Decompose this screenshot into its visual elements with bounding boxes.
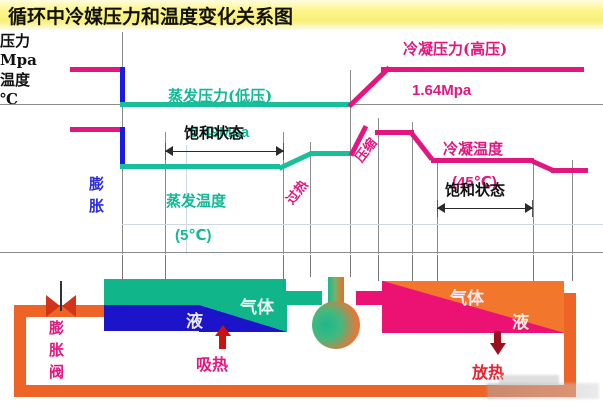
label-condensation-pressure-value: 1.64Mpa bbox=[412, 82, 472, 99]
absorb-heat-arrow-stem bbox=[219, 335, 226, 349]
gridline-v-2b bbox=[186, 145, 187, 254]
bracket-saturated-left bbox=[165, 143, 284, 161]
tick-line-2 bbox=[165, 255, 166, 281]
gridline-h-faint bbox=[122, 224, 603, 225]
gridline-h-chart-bottom bbox=[0, 252, 603, 253]
tick-line-8 bbox=[437, 255, 438, 281]
axis-label-pressure-unit: Mpa bbox=[0, 51, 37, 69]
evaporator-liquid-diagonal bbox=[199, 305, 287, 332]
pressure-high-plateau-left bbox=[70, 67, 123, 72]
page-title: 循环中冷媒压力和温度变化关系图 bbox=[8, 6, 294, 28]
label-saturated-left: 饱和状态 bbox=[184, 124, 245, 142]
label-expansion-valve-1: 膨 bbox=[49, 319, 65, 337]
label-evaporation-pressure-value: 0.49Mpa bbox=[190, 124, 250, 141]
evaporation-temp-plateau bbox=[120, 164, 280, 169]
evaporation-pressure-plateau bbox=[120, 102, 350, 107]
tick-line-6 bbox=[378, 255, 379, 281]
label-gas-left: 气体 bbox=[240, 298, 274, 318]
watermark-secondary bbox=[499, 375, 559, 385]
pipe-left-vertical bbox=[14, 305, 26, 397]
absorb-heat-arrow-head bbox=[215, 325, 231, 336]
temp-before-expansion bbox=[70, 127, 123, 132]
label-compression: 压缩 bbox=[352, 135, 381, 166]
gridline-v-10 bbox=[572, 160, 573, 254]
label-evaporation-temp: 蒸发温度 bbox=[166, 192, 227, 210]
gridline-v-9 bbox=[533, 160, 534, 254]
label-gas-right: 气体 bbox=[450, 289, 484, 309]
expansion-valve-left-triangle bbox=[46, 295, 60, 317]
gridline-v-2 bbox=[165, 132, 166, 254]
label-saturated-right: 饱和状态 bbox=[445, 181, 506, 199]
evaporator-liquid-block bbox=[104, 305, 199, 331]
pressure-temperature-chart: 压力 Mpa 温度 ℃ 蒸发压力 bbox=[0, 30, 603, 255]
temp-expansion-drop bbox=[120, 127, 125, 167]
expansion-valve-stem bbox=[60, 281, 62, 311]
label-evaporation-pressure: 蒸发压力(低压) bbox=[168, 87, 273, 105]
refrigeration-circuit-schematic: 膨 胀 阀 液 气体 气体 液 吸热 放热 bbox=[0, 255, 603, 415]
label-expansion-1: 膨 bbox=[89, 175, 105, 193]
label-liquid-right: 液 bbox=[512, 313, 529, 333]
condenser-liquid-wedge bbox=[382, 281, 564, 333]
label-liquid-left: 液 bbox=[186, 312, 203, 332]
bracket-saturated-right bbox=[437, 200, 533, 218]
release-heat-arrow-stem bbox=[494, 331, 501, 345]
axis-label-pressure: 压力 bbox=[0, 32, 31, 50]
label-expansion-valve-2: 胀 bbox=[49, 341, 65, 359]
tick-line-9 bbox=[533, 255, 534, 281]
expansion-valve-right-triangle bbox=[62, 295, 76, 317]
label-condensation-temp-value: (45℃) bbox=[452, 174, 497, 191]
pipe-bottom-horizontal bbox=[14, 385, 576, 397]
gridline-v-5 bbox=[350, 70, 351, 254]
label-superheat: 过热 bbox=[283, 177, 312, 208]
gridline-v-6 bbox=[378, 118, 379, 254]
condensation-pressure-plateau bbox=[381, 67, 584, 72]
compressor-outlet-pipe bbox=[356, 291, 384, 305]
gridline-v-3 bbox=[283, 132, 284, 254]
temp-subcool-plateau bbox=[551, 168, 588, 173]
tick-line-5 bbox=[350, 255, 351, 277]
axis-label-temperature: 温度 bbox=[0, 71, 31, 89]
watermark bbox=[487, 383, 599, 399]
tick-line-3 bbox=[283, 255, 284, 291]
label-evaporation-temp-value: (5℃) bbox=[175, 227, 212, 244]
temp-superheat-plateau bbox=[311, 151, 353, 156]
axis-label-temperature-unit: ℃ bbox=[0, 90, 18, 108]
label-expansion-valve-3: 阀 bbox=[49, 363, 65, 381]
gridline-v-4 bbox=[310, 142, 311, 254]
title-highlight-band bbox=[0, 0, 603, 30]
compressor-body bbox=[312, 301, 360, 349]
tick-line-7 bbox=[412, 255, 413, 281]
release-heat-arrow-head bbox=[490, 343, 506, 355]
pressure-expansion-drop bbox=[120, 67, 125, 105]
tick-line-1 bbox=[122, 255, 123, 281]
gridline-v-7 bbox=[412, 122, 413, 254]
pipe-right-vertical bbox=[564, 293, 576, 397]
label-condensation-temp: 冷凝温度 bbox=[443, 140, 504, 158]
label-release-heat: 放热 bbox=[472, 363, 505, 382]
evaporator-outlet-pipe bbox=[286, 291, 322, 305]
tick-line-10 bbox=[572, 255, 573, 281]
tick-line-4 bbox=[310, 255, 311, 277]
temp-discharge-peak bbox=[375, 130, 414, 135]
condensation-temp-plateau bbox=[431, 158, 534, 163]
label-expansion-2: 胀 bbox=[89, 197, 105, 215]
label-condensation-pressure: 冷凝压力(高压) bbox=[403, 40, 508, 58]
label-absorb-heat: 吸热 bbox=[196, 355, 229, 374]
